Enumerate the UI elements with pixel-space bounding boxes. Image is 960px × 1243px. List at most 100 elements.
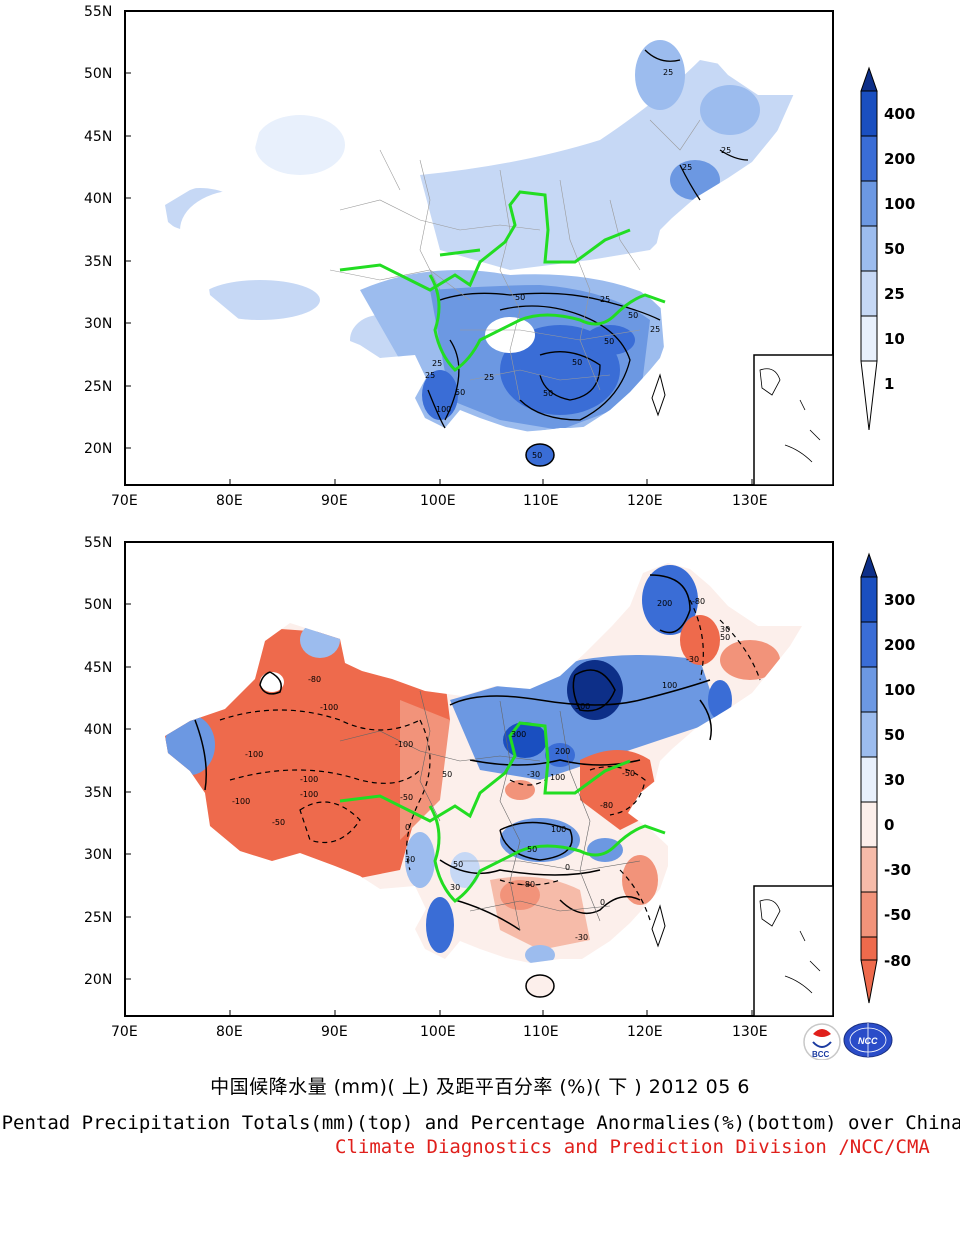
lat-label: 30N — [84, 847, 112, 863]
lon-label: 130E — [732, 1024, 768, 1040]
bottom-contour-label: 200 — [555, 747, 570, 756]
bottom-taiwan — [651, 904, 666, 948]
bottom-contour-label: -100 — [320, 703, 338, 712]
top-contours — [427, 49, 749, 429]
bottom-axis-ticks — [125, 603, 753, 1016]
bottom-hainan — [525, 974, 555, 998]
bottom-contour-label: -80 — [522, 880, 535, 889]
top-contour-label: 25 — [432, 359, 442, 368]
lon-label: 120E — [627, 1024, 663, 1040]
colorbar-label: 1 — [884, 375, 894, 393]
colorbar-label: 50 — [884, 726, 905, 744]
bottom-colorbar-labels: 300 200 100 50 30 0 -30 -50 -80 — [884, 591, 915, 970]
lat-label: 20N — [84, 972, 112, 988]
bottom-anomaly-map: -100 -100 -100 -100 -100 -100 -80 -80 -8… — [84, 535, 915, 1060]
bottom-contour-label: -80 — [308, 675, 321, 684]
lat-label: 25N — [84, 910, 112, 926]
top-contour-label: 25 — [425, 371, 435, 380]
bottom-contour-label: 0 — [565, 863, 570, 872]
top-scs-inset — [753, 354, 834, 486]
colorbar-label: -80 — [884, 952, 911, 970]
english-title: Pentad Precipitation Totals(mm)(top) and… — [1, 1112, 960, 1134]
lat-label: 30N — [84, 316, 112, 332]
bottom-contours-solid — [194, 574, 712, 931]
colorbar-label: -50 — [884, 906, 911, 924]
top-colorbar-labels: 400 200 100 50 25 10 1 — [884, 105, 915, 393]
colorbar-label: 400 — [884, 105, 915, 123]
colorbar-label: 100 — [884, 195, 915, 213]
bottom-contour-labels: -100 -100 -100 -100 -100 -100 -80 -80 -8… — [232, 597, 730, 942]
bottom-contour-label: 50 — [527, 845, 537, 854]
bottom-contour-label: 100 — [551, 825, 566, 834]
lon-label: 70E — [111, 493, 138, 509]
bottom-rivers — [339, 721, 666, 903]
bottom-contour-label: -50 — [272, 818, 285, 827]
lat-label: 45N — [84, 660, 112, 676]
lat-label: 35N — [84, 785, 112, 801]
top-province-borders — [329, 119, 701, 401]
bottom-contour-label: 30 — [405, 855, 415, 864]
bottom-contour-label: -30 — [575, 933, 588, 942]
lon-label: 130E — [732, 493, 768, 509]
top-contour-label: 25 — [484, 373, 494, 382]
lat-label: 55N — [84, 4, 112, 20]
bottom-scs-inset — [753, 885, 834, 1017]
lat-label: 20N — [84, 441, 112, 457]
colorbar-label: 25 — [884, 285, 905, 303]
lon-label: 70E — [111, 1024, 138, 1040]
top-hainan — [525, 443, 555, 467]
bottom-province-borders — [339, 690, 641, 932]
bottom-contour-label: 100 — [662, 681, 677, 690]
top-lon-labels: 70E 80E 90E 100E 110E 120E 130E — [111, 493, 768, 509]
bottom-contour-label: -100 — [300, 790, 318, 799]
bcc-logo: BCC — [803, 1023, 841, 1060]
top-contour-label: 50 — [628, 311, 638, 320]
top-contour-label: 25 — [663, 68, 673, 77]
bottom-lon-labels: 70E 80E 90E 100E 110E 120E 130E — [111, 1024, 768, 1040]
lon-label: 100E — [420, 493, 456, 509]
top-rivers — [339, 190, 666, 372]
top-contour-label: 25 — [650, 325, 660, 334]
bottom-contour-label: -80 — [600, 801, 613, 810]
lat-label: 40N — [84, 722, 112, 738]
bottom-contour-label: -50 — [400, 793, 413, 802]
colorbar-label: 10 — [884, 330, 905, 348]
top-precipitation-map: 25 25 25 25 25 25 25 25 50 50 50 50 50 5… — [84, 4, 915, 509]
bottom-contour-label: 0 — [600, 898, 605, 907]
bottom-contour-label: -100 — [395, 740, 413, 749]
top-contour-label: 50 — [572, 358, 582, 367]
bottom-colorbar — [860, 552, 878, 1004]
top-contour-label: 100 — [436, 405, 451, 414]
lon-label: 110E — [523, 493, 559, 509]
lat-label: 50N — [84, 66, 112, 82]
lon-label: 90E — [321, 493, 348, 509]
top-contour-label: 50 — [515, 293, 525, 302]
lon-label: 110E — [523, 1024, 559, 1040]
credit-line: Climate Diagnostics and Prediction Divis… — [335, 1136, 930, 1158]
ncc-logo-text: NCC — [858, 1036, 878, 1046]
lon-label: 80E — [216, 1024, 243, 1040]
bottom-contour-label: 50 — [720, 633, 730, 642]
bottom-contours-dashed — [219, 599, 761, 921]
colorbar-label: 50 — [884, 240, 905, 258]
lat-label: 45N — [84, 129, 112, 145]
top-lat-labels: 55N 50N 45N 40N 35N 30N 25N 20N — [84, 4, 112, 457]
top-contour-label: 50 — [543, 389, 553, 398]
colorbar-label: 0 — [884, 816, 894, 834]
lat-label: 35N — [84, 254, 112, 270]
bottom-contour-label: 50 — [442, 770, 452, 779]
bottom-contour-label: -100 — [245, 750, 263, 759]
bottom-contour-label: 300 — [511, 730, 526, 739]
lon-label: 80E — [216, 493, 243, 509]
top-axis-ticks — [125, 72, 753, 485]
colorbar-label: -30 — [884, 861, 911, 879]
bottom-contour-label: 200 — [657, 599, 672, 608]
bottom-contour-label: -80 — [692, 597, 705, 606]
top-contour-label: 50 — [604, 337, 614, 346]
bottom-contour-label: 30 — [450, 883, 460, 892]
colorbar-label: 300 — [884, 591, 915, 609]
bottom-lat-labels: 55N 50N 45N 40N 35N 30N 25N 20N — [84, 535, 112, 988]
top-contour-label: 50 — [532, 451, 542, 460]
lon-label: 90E — [321, 1024, 348, 1040]
ncc-logo: NCC — [843, 1022, 893, 1058]
